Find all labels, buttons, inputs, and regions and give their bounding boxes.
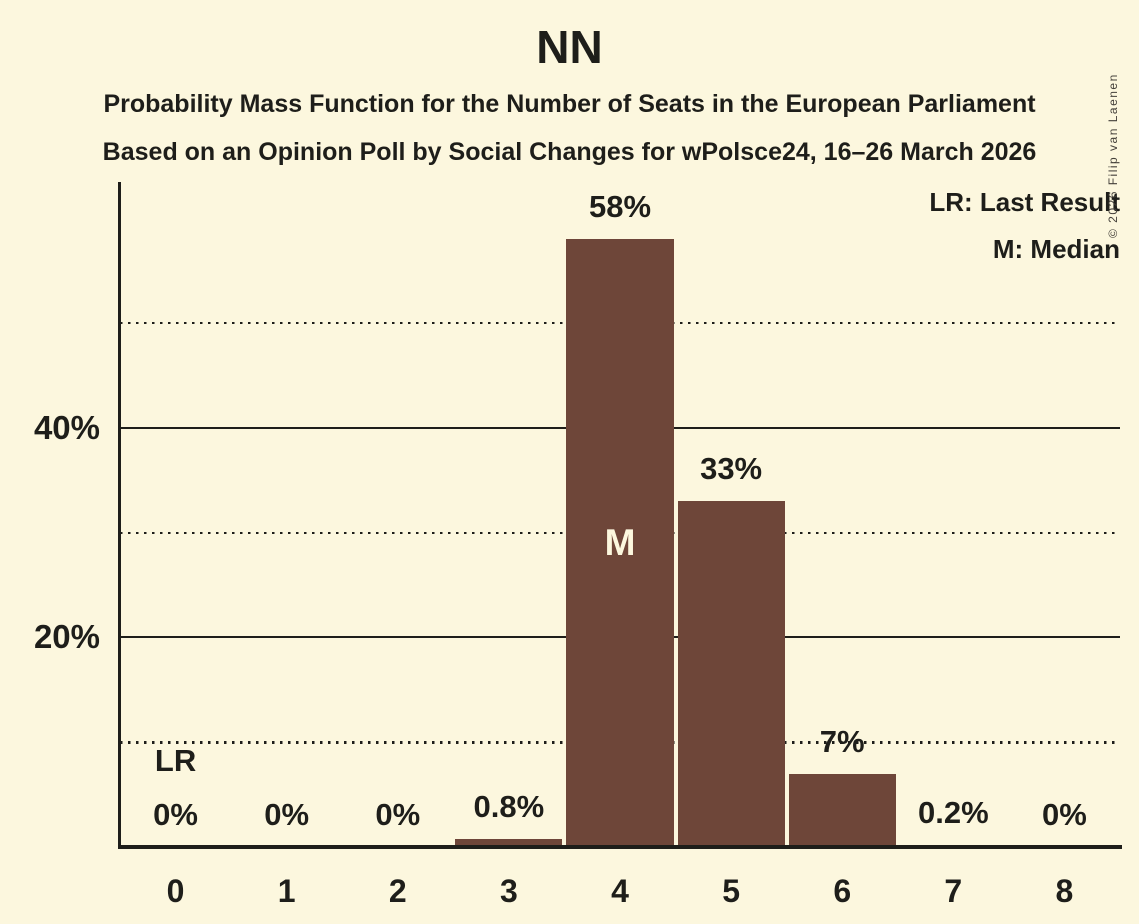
- x-tick-label-2: 2: [388, 873, 407, 909]
- chart-subtitle-line1: Probability Mass Function for the Number…: [103, 90, 1036, 118]
- x-tick-label-0: 0: [166, 873, 185, 909]
- last-result-label: LR: [154, 743, 197, 778]
- median-label: M: [604, 521, 636, 563]
- bar-value-label-1: 0%: [264, 797, 310, 832]
- x-axis-line: [118, 845, 1122, 849]
- bar-value-label-8: 0%: [1042, 797, 1087, 832]
- x-tick-label-4: 4: [611, 873, 629, 909]
- bar-value-label-2: 0%: [375, 797, 421, 832]
- bar-seats-6: [788, 774, 896, 847]
- y-axis-line: [118, 182, 121, 849]
- legend-median: M: Median: [992, 234, 1120, 264]
- bar-value-label-4: 58%: [588, 188, 652, 224]
- chart-title: NN: [536, 21, 603, 73]
- bar-seats-4: [566, 239, 674, 847]
- bar-value-label-6: 7%: [819, 723, 865, 759]
- x-tick-label-8: 8: [1055, 873, 1074, 909]
- bar-value-label-3: 0.8%: [473, 788, 545, 824]
- bar-seats-5: [677, 501, 785, 847]
- bar-seats-3: [455, 839, 563, 847]
- bar-value-label-0: 0%: [153, 797, 198, 832]
- bar-value-label-5: 33%: [700, 451, 763, 487]
- bar-value-label-7: 0.2%: [917, 794, 989, 830]
- y-tick-label-20: 20%: [33, 618, 100, 656]
- x-tick-label-3: 3: [499, 873, 518, 909]
- x-tick-label-5: 5: [722, 873, 740, 909]
- chart-subtitle-line2: Based on an Opinion Poll by Social Chang…: [102, 138, 1037, 166]
- x-tick-label-1: 1: [277, 873, 296, 909]
- y-tick-label-40: 40%: [33, 408, 100, 446]
- legend-last-result: LR: Last Result: [929, 187, 1120, 217]
- x-tick-label-7: 7: [944, 873, 963, 909]
- x-tick-label-6: 6: [833, 873, 852, 909]
